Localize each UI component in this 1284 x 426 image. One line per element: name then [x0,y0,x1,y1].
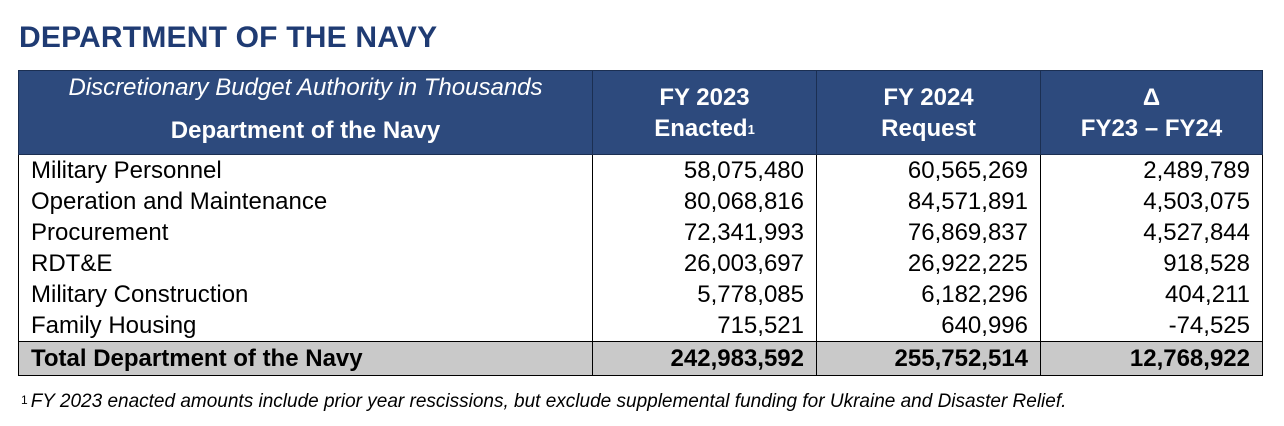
header-fy2024-status: Request [881,114,976,142]
row-fy2023-value: 80,068,816 [592,186,817,217]
table-header: Discretionary Budget Authority in Thousa… [18,70,1263,155]
header-category: Discretionary Budget Authority in Thousa… [18,70,593,155]
row-label: Procurement [18,217,593,248]
header-fy2024-year: FY 2024 [883,83,974,111]
header-fy2023-year: FY 2023 [659,83,750,111]
row-delta-value: 404,211 [1040,279,1263,310]
header-department-label: Department of the Navy [170,117,441,144]
table-row: Procurement 72,341,993 76,869,837 4,527,… [18,217,1263,248]
header-fy2023: FY 2023 Enacted1 [592,70,817,155]
row-fy2024-value: 60,565,269 [816,154,1041,186]
total-fy2023-value: 242,983,592 [592,341,817,376]
table-row: Military Personnel 58,075,480 60,565,269… [18,154,1263,186]
row-delta-value: 4,503,075 [1040,186,1263,217]
row-label: Military Construction [18,279,593,310]
total-row: Total Department of the Navy 242,983,592… [18,341,1263,376]
footnote-ref-marker: 1 [747,121,755,137]
row-delta-value: 4,527,844 [1040,217,1263,248]
footnote: 1 FY 2023 enacted amounts include prior y… [21,390,1066,414]
row-fy2024-value: 6,182,296 [816,279,1041,310]
footnote-marker: 1 [21,393,28,407]
footnote-text: FY 2023 enacted amounts include prior ye… [30,391,1067,412]
row-fy2024-value: 84,571,891 [816,186,1041,217]
row-delta-value: 918,528 [1040,248,1263,279]
page-title: DEPARTMENT OF THE NAVY [19,21,438,54]
row-fy2023-value: 715,521 [592,310,817,342]
table-row: Military Construction 5,778,085 6,182,29… [18,279,1263,310]
row-label: Operation and Maintenance [18,186,593,217]
row-delta-value: -74,525 [1040,310,1263,342]
table-body: Military Personnel 58,075,480 60,565,269… [18,154,1263,376]
header-delta-symbol: Δ [1142,83,1161,111]
row-fy2023-value: 58,075,480 [592,154,817,186]
row-fy2023-value: 72,341,993 [592,217,817,248]
row-fy2023-value: 5,778,085 [592,279,817,310]
header-fy2024: FY 2024 Request [816,70,1041,155]
row-fy2024-value: 26,922,225 [816,248,1041,279]
header-fy2023-status: Enacted1 [593,113,816,144]
table-row: Operation and Maintenance 80,068,816 84,… [18,186,1263,217]
table-row: Family Housing 715,521 640,996 -74,525 [18,310,1263,342]
row-fy2024-value: 640,996 [816,310,1041,342]
header-delta-range: FY23 – FY24 [1080,114,1223,142]
total-fy2024-value: 255,752,514 [816,341,1041,376]
header-fy2023-status-text: Enacted [654,114,748,142]
header-units-caption: Discretionary Budget Authority in Thousa… [68,74,543,101]
total-delta-value: 12,768,922 [1040,341,1263,376]
row-label: Family Housing [18,310,593,342]
row-fy2024-value: 76,869,837 [816,217,1041,248]
table-row: RDT&E 26,003,697 26,922,225 918,528 [18,248,1263,279]
row-delta-value: 2,489,789 [1040,154,1263,186]
header-delta: Δ FY23 – FY24 [1040,70,1263,155]
total-label: Total Department of the Navy [18,341,593,376]
header-row: Discretionary Budget Authority in Thousa… [18,70,1263,155]
budget-table: Discretionary Budget Authority in Thousa… [18,70,1263,376]
row-label: RDT&E [18,248,593,279]
row-label: Military Personnel [18,154,593,186]
row-fy2023-value: 26,003,697 [592,248,817,279]
